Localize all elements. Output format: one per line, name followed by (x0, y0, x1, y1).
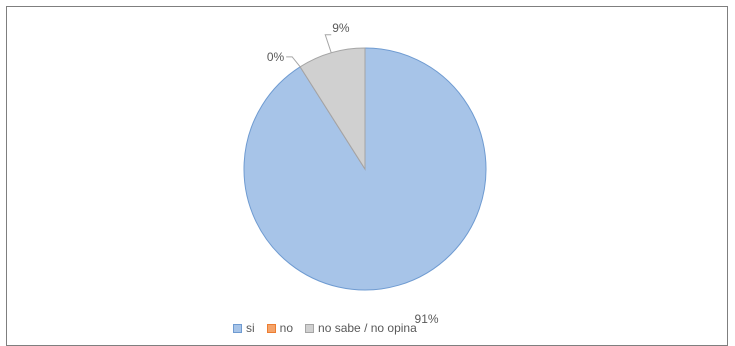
legend-swatch-no-sabe-no-opina (305, 323, 315, 333)
pie-chart: 91% 0% 9% (243, 21, 487, 326)
chart-frame: 91% 0% 9% (6, 6, 728, 346)
data-label-no: 0% (267, 50, 285, 64)
pie-slice-no-sabe-no-opina (299, 47, 366, 171)
legend-item-no: no (266, 321, 294, 335)
legend-label-si: si (246, 321, 255, 335)
legend-swatch-no (266, 323, 276, 333)
legend-label-no-sabe-no-opina: no sabe / no opina (318, 321, 417, 335)
legend: si no no sabe / no opina (233, 320, 417, 336)
leader-line-no-sabe-no-opina (324, 34, 332, 53)
legend-label-no: no (279, 321, 294, 335)
legend-swatch-si (233, 323, 242, 333)
data-label-si: 91% (415, 312, 439, 326)
legend-item-no-sabe-no-opina: no sabe / no opina (305, 321, 417, 335)
data-label-no-sabe-no-opina: 9% (332, 21, 350, 35)
leader-line-no (286, 56, 301, 68)
legend-item-si: si (233, 321, 255, 335)
